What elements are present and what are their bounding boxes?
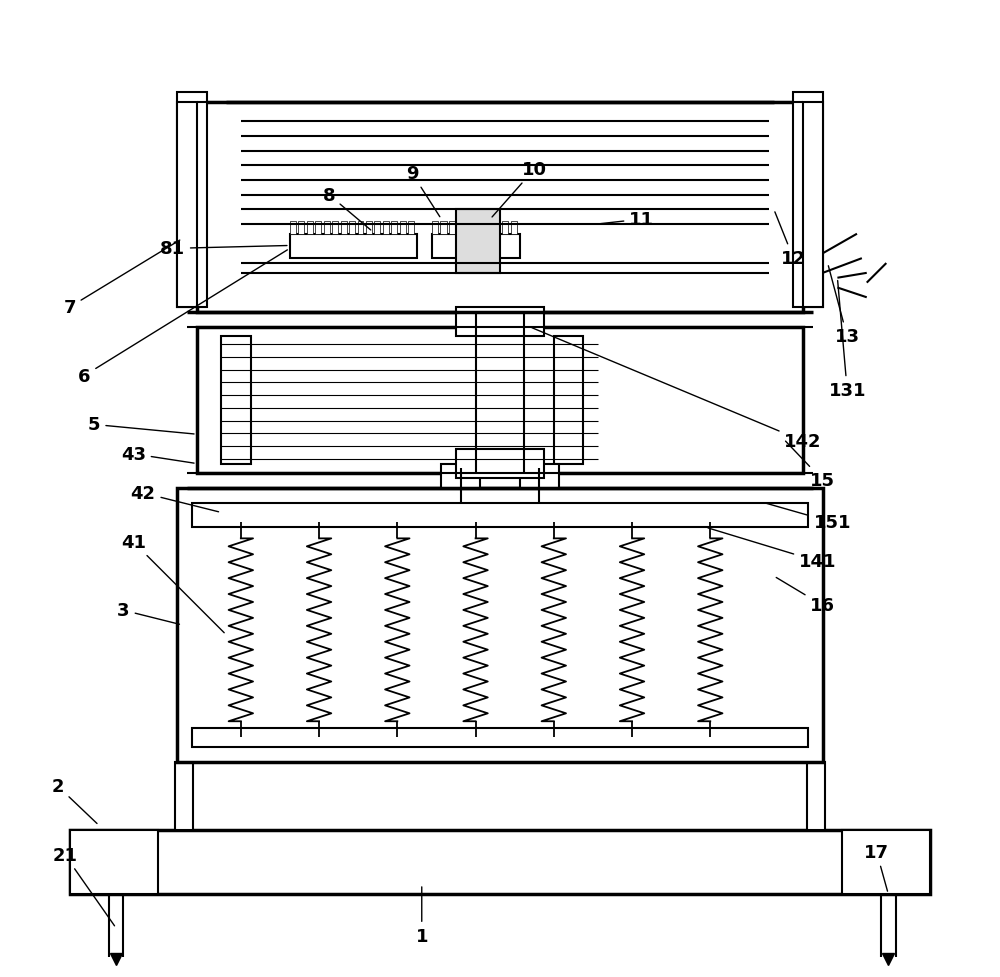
Text: 43: 43	[121, 446, 194, 464]
Text: 151: 151	[767, 504, 851, 531]
Bar	[493, 223, 499, 234]
Bar	[807, 762, 825, 830]
Text: 141: 141	[708, 529, 837, 571]
Text: 10: 10	[492, 161, 547, 218]
Bar	[290, 234, 417, 259]
Text: 15: 15	[786, 442, 835, 489]
Bar	[226, 112, 774, 308]
Bar	[842, 830, 930, 894]
Bar	[440, 223, 447, 234]
Bar	[467, 223, 473, 234]
Bar	[803, 103, 823, 308]
Text: 11: 11	[601, 211, 654, 229]
Bar	[192, 728, 808, 747]
Text: 9: 9	[406, 165, 440, 218]
Bar	[374, 223, 380, 234]
Bar	[383, 223, 389, 234]
Text: 13: 13	[828, 267, 860, 346]
Bar	[221, 337, 251, 464]
Text: 1: 1	[416, 887, 428, 945]
Bar	[408, 223, 414, 234]
Bar	[177, 93, 207, 308]
Bar	[192, 503, 808, 528]
Bar	[324, 223, 330, 234]
Bar	[793, 93, 823, 308]
Bar	[197, 103, 803, 313]
Text: 2: 2	[52, 778, 97, 824]
Bar	[432, 223, 438, 234]
Bar	[484, 223, 491, 234]
Text: 5: 5	[88, 416, 194, 435]
Bar	[502, 223, 508, 234]
Text: 17: 17	[864, 843, 889, 891]
Bar	[197, 327, 803, 474]
Text: 8: 8	[323, 187, 371, 231]
Bar	[511, 223, 517, 234]
Bar	[298, 223, 304, 234]
Text: 6: 6	[78, 250, 287, 385]
Text: 21: 21	[52, 846, 115, 926]
Bar	[432, 234, 520, 259]
Bar	[476, 223, 482, 234]
Bar	[349, 223, 355, 234]
Bar	[456, 449, 544, 479]
Bar	[449, 223, 455, 234]
Text: 16: 16	[776, 577, 835, 615]
Bar	[400, 223, 406, 234]
Text: 12: 12	[775, 213, 806, 268]
Bar	[341, 223, 347, 234]
Bar	[358, 223, 363, 234]
Bar	[177, 103, 197, 308]
Bar	[315, 223, 321, 234]
Text: 81: 81	[160, 240, 287, 258]
Bar	[458, 223, 464, 234]
Text: 131: 131	[828, 281, 866, 400]
Bar	[332, 223, 338, 234]
Bar	[456, 210, 500, 274]
Bar	[307, 223, 313, 234]
Bar	[175, 762, 193, 830]
Bar	[70, 830, 930, 894]
Text: 7: 7	[63, 240, 180, 317]
Bar	[520, 464, 559, 488]
Text: 3: 3	[117, 602, 179, 624]
Bar	[554, 337, 583, 464]
Bar	[290, 223, 296, 234]
Text: 41: 41	[121, 533, 224, 633]
Bar	[70, 830, 158, 894]
Bar	[177, 488, 823, 762]
Bar	[441, 464, 480, 488]
Bar	[456, 308, 544, 337]
Text: 142: 142	[532, 328, 822, 450]
Text: 42: 42	[131, 485, 219, 512]
Bar	[391, 223, 397, 234]
Bar	[366, 223, 372, 234]
